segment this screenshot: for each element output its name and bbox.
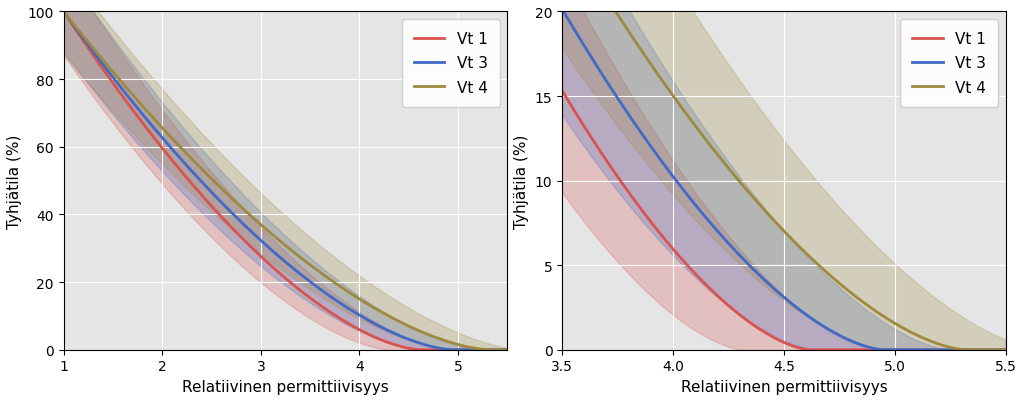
Vt 1 [136,121,148,126]
Vt 3 [57,10,70,15]
Vt 4 [172,142,184,147]
Vt 1 [556,89,568,94]
Vt 1 [1000,348,1013,352]
Vt 3 [447,348,460,352]
Vt 4 [484,348,497,352]
Vt 4 [818,268,830,273]
Vt 1 [671,251,683,256]
Vt 3 [354,313,367,318]
Line: Vt 1: Vt 1 [63,12,508,350]
Vt 1 [57,10,70,15]
Vt 1 [502,348,514,352]
Vt 3 [258,242,270,247]
Line: Vt 4: Vt 4 [63,12,508,350]
Vt 3 [671,179,683,184]
Vt 3 [172,154,184,158]
Vt 1 [757,329,769,334]
Vt 4 [354,297,367,302]
Vt 3 [757,277,769,282]
Legend: Vt 1, Vt 3, Vt 4: Vt 1, Vt 3, Vt 4 [401,20,500,107]
Vt 1 [354,328,367,332]
Vt 3 [853,342,865,346]
Vt 1 [853,348,865,352]
Vt 4 [57,10,70,15]
Vt 4 [502,348,514,352]
Line: Vt 3: Vt 3 [562,10,1007,350]
Vt 4 [319,274,332,279]
Vt 3 [635,130,647,135]
Vt 3 [1000,348,1013,352]
Y-axis label: Tyhjätila (%): Tyhjätila (%) [7,134,22,228]
Vt 3 [891,348,903,352]
X-axis label: Relatiivinen permittiivisyys: Relatiivinen permittiivisyys [182,379,389,394]
Vt 4 [961,348,973,352]
Vt 1 [319,307,332,312]
Vt 1 [172,165,184,170]
X-axis label: Relatiivinen permittiivisyys: Relatiivinen permittiivisyys [681,379,888,394]
Y-axis label: Tyhjätila (%): Tyhjätila (%) [514,134,529,228]
Vt 1 [258,257,270,262]
Vt 1 [415,348,427,352]
Vt 3 [556,8,568,13]
Vt 4 [890,322,902,327]
Vt 4 [391,318,403,323]
Line: Vt 1: Vt 1 [562,92,1007,350]
Vt 1 [805,348,817,352]
Legend: Vt 1, Vt 3, Vt 4: Vt 1, Vt 3, Vt 4 [900,20,998,107]
Vt 3 [136,112,148,117]
Vt 3 [879,348,891,352]
Vt 3 [502,348,514,352]
Vt 4 [635,48,647,53]
Vt 4 [757,207,769,211]
Vt 4 [136,104,148,109]
Vt 3 [319,291,332,296]
Vt 1 [635,207,647,212]
Vt 1 [818,348,830,352]
Vt 3 [818,324,830,329]
Line: Vt 4: Vt 4 [562,0,1007,350]
Vt 4 [853,297,865,302]
Vt 1 [391,343,403,348]
Vt 4 [1000,348,1013,352]
Vt 3 [391,332,403,337]
Vt 1 [891,348,903,352]
Vt 4 [258,226,270,231]
Vt 4 [671,99,683,103]
Line: Vt 3: Vt 3 [63,12,508,350]
